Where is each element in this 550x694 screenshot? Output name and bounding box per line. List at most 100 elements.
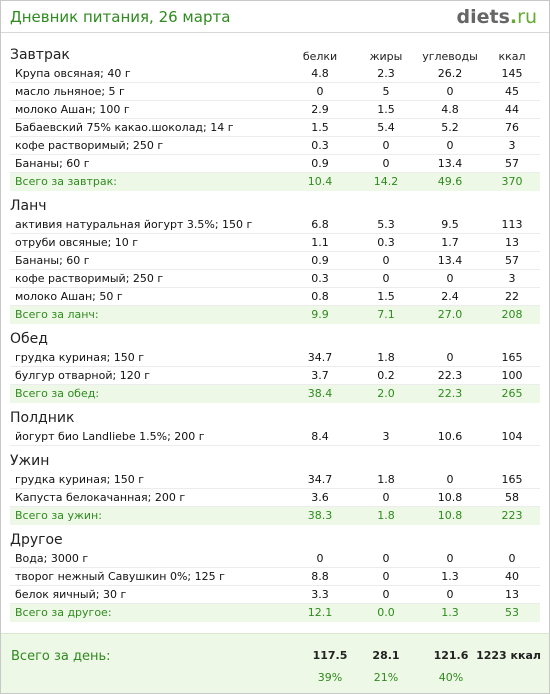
meal-total-row: Всего за завтрак: 10.4 14.2 49.6 370 [10, 173, 540, 191]
meal-total-fat: 1.8 [377, 509, 395, 522]
food-kcal: 113 [501, 218, 523, 231]
food-name: масло льняное; 5 г [15, 85, 125, 98]
meal-section-header: Ужин [10, 451, 540, 471]
meal-total-protein: 10.4 [307, 175, 333, 188]
meal-section-header: Обед [10, 329, 540, 349]
meal-total-protein: 12.1 [307, 606, 333, 619]
food-name: Капуста белокачанная; 200 г [15, 491, 186, 504]
food-name: Бабаевский 75% какао.шоколад; 14 г [15, 121, 234, 134]
meal-total-carbs: 49.6 [437, 175, 463, 188]
food-protein: 8.8 [311, 570, 329, 583]
food-carbs: 4.8 [441, 103, 459, 116]
food-carbs: 0 [446, 473, 454, 486]
diary-table: Завтрак белки жиры углеводы ккал Крупа овсяна… [10, 45, 540, 627]
food-fat: 0 [382, 552, 390, 565]
food-carbs: 1.3 [441, 570, 459, 583]
food-fat: 0 [382, 570, 390, 583]
food-name: кофе растворимый; 250 г [15, 272, 164, 285]
meal-total-carbs: 10.8 [437, 509, 463, 522]
food-protein: 0.9 [311, 157, 329, 170]
meal-total-fat: 7.1 [377, 308, 395, 321]
food-carbs: 0 [446, 351, 454, 364]
food-fat: 5 [382, 85, 390, 98]
meal-title: Полдник [10, 410, 75, 426]
meal-section-header: Полдник [10, 408, 540, 428]
meal-total-carbs: 22.3 [437, 387, 463, 400]
food-fat: 0.2 [377, 369, 395, 382]
food-kcal: 100 [501, 369, 523, 382]
meal-total-fat: 2.0 [377, 387, 395, 400]
food-kcal: 57 [505, 254, 519, 267]
day-carbs-percent: 40% [438, 671, 464, 684]
day-total-kcal: 1223 ккал [476, 649, 541, 662]
meal-section: Полдник йогурт био Landliebe 1.5%; 200 г 8… [10, 408, 540, 446]
meal-total-label: Всего за ланч: [15, 308, 99, 321]
meal-total-label: Всего за завтрак: [15, 175, 118, 188]
meal-section: Завтрак белки жиры углеводы ккал Крупа овсяна… [10, 45, 540, 191]
meal-total-kcal: 53 [505, 606, 519, 619]
food-protein: 0.3 [311, 139, 329, 152]
food-row: Бананы; 60 г 0.9 0 13.4 57 [10, 155, 540, 173]
food-row: Бабаевский 75% какао.шоколад; 14 г 1.5 5.4… [10, 119, 540, 137]
food-kcal: 76 [505, 121, 519, 134]
food-name: Вода; 3000 г [15, 552, 89, 565]
meal-total-label: Всего за ужин: [15, 509, 102, 522]
food-fat: 1.5 [377, 290, 395, 303]
food-protein: 0.8 [311, 290, 329, 303]
food-name: грудка куриная; 150 г [15, 351, 145, 364]
food-name: грудка куриная; 150 г [15, 473, 145, 486]
food-kcal: 40 [505, 570, 519, 583]
food-row: молоко Ашан; 100 г 2.9 1.5 4.8 44 [10, 101, 540, 119]
meal-title: Обед [10, 331, 48, 347]
food-name: молоко Ашан; 100 г [15, 103, 130, 116]
meal-title: Завтрак [10, 47, 70, 63]
food-fat: 0 [382, 272, 390, 285]
food-carbs: 0 [446, 272, 454, 285]
food-name: Крупа овсяная; 40 г [15, 67, 131, 80]
meal-total-row: Всего за ланч: 9.9 7.1 27.0 208 [10, 306, 540, 324]
food-protein: 0 [316, 85, 324, 98]
food-carbs: 0 [446, 139, 454, 152]
food-name: белок яичный; 30 г [15, 588, 127, 601]
food-kcal: 44 [505, 103, 519, 116]
food-fat: 0 [382, 254, 390, 267]
food-kcal: 57 [505, 157, 519, 170]
food-kcal: 58 [505, 491, 519, 504]
page-header: Дневник питания, 26 марта diets.ru [1, 1, 549, 33]
food-protein: 8.4 [311, 430, 329, 443]
food-name: творог нежный Савушкин 0%; 125 г [15, 570, 225, 583]
food-carbs: 0 [446, 552, 454, 565]
food-name: Бананы; 60 г [15, 157, 90, 170]
food-fat: 0 [382, 491, 390, 504]
food-fat: 0 [382, 139, 390, 152]
food-protein: 3.3 [311, 588, 329, 601]
meal-total-kcal: 223 [501, 509, 523, 522]
food-row: кофе растворимый; 250 г 0.3 0 0 3 [10, 137, 540, 155]
meal-total-row: Всего за обед: 38.4 2.0 22.3 265 [10, 385, 540, 403]
food-row: грудка куриная; 150 г 34.7 1.8 0 165 [10, 349, 540, 367]
meal-section: Ужин грудка куриная; 150 г 34.7 1.8 0 165 Капу… [10, 451, 540, 525]
food-protein: 3.6 [311, 491, 329, 504]
meal-total-row: Всего за другое: 12.1 0.0 1.3 53 [10, 604, 540, 622]
food-protein: 6.8 [311, 218, 329, 231]
food-kcal: 145 [501, 67, 523, 80]
food-row: Капуста белокачанная; 200 г 3.6 0 10.8 58 [10, 489, 540, 507]
food-fat: 2.3 [377, 67, 395, 80]
meal-total-label: Всего за другое: [15, 606, 112, 619]
site-logo[interactable]: diets.ru [457, 6, 537, 28]
col-header-kcal: ккал [498, 50, 526, 63]
logo-main: diets [456, 6, 510, 28]
food-row: масло льняное; 5 г 0 5 0 45 [10, 83, 540, 101]
food-protein: 4.8 [311, 67, 329, 80]
meal-section: Обед грудка куриная; 150 г 34.7 1.8 0 165 булг… [10, 329, 540, 403]
food-fat: 0 [382, 588, 390, 601]
food-row: отруби овсяные; 10 г 1.1 0.3 1.7 13 [10, 234, 540, 252]
food-carbs: 13.4 [437, 254, 463, 267]
food-name: активия натуральная йогурт 3.5%; 150 г [15, 218, 253, 231]
logo-dot: . [509, 6, 518, 28]
food-name: Бананы; 60 г [15, 254, 90, 267]
food-row: белок яичный; 30 г 3.3 0 0 13 [10, 586, 540, 604]
logo-tld: ru [517, 6, 537, 28]
day-total-panel: Всего за день: 117.5 28.1 121.6 1223 кка… [1, 633, 549, 693]
